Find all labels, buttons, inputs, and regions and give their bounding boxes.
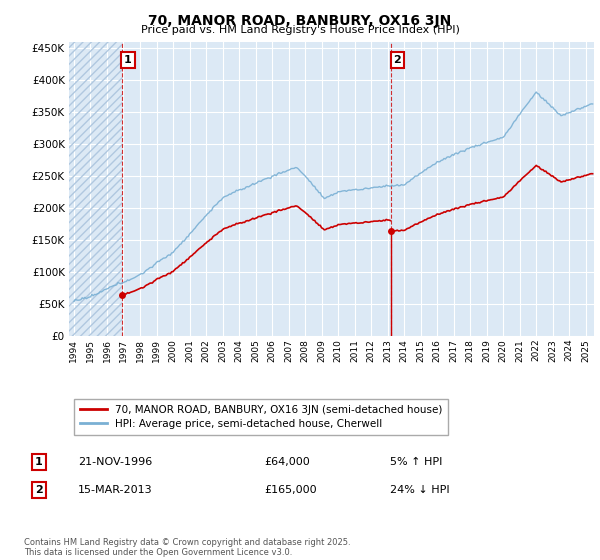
Text: 1: 1 bbox=[124, 55, 132, 65]
Text: 24% ↓ HPI: 24% ↓ HPI bbox=[390, 485, 449, 495]
Bar bbox=[69, 42, 122, 336]
Text: 21-NOV-1996: 21-NOV-1996 bbox=[78, 457, 152, 467]
Bar bbox=[69, 42, 122, 336]
Text: 1: 1 bbox=[35, 457, 43, 467]
Text: 70, MANOR ROAD, BANBURY, OX16 3JN: 70, MANOR ROAD, BANBURY, OX16 3JN bbox=[148, 14, 452, 28]
Text: 2: 2 bbox=[35, 485, 43, 495]
Text: 15-MAR-2013: 15-MAR-2013 bbox=[78, 485, 152, 495]
Text: Price paid vs. HM Land Registry's House Price Index (HPI): Price paid vs. HM Land Registry's House … bbox=[140, 25, 460, 35]
Text: 2: 2 bbox=[394, 55, 401, 65]
Text: Contains HM Land Registry data © Crown copyright and database right 2025.
This d: Contains HM Land Registry data © Crown c… bbox=[24, 538, 350, 557]
Legend: 70, MANOR ROAD, BANBURY, OX16 3JN (semi-detached house), HPI: Average price, sem: 70, MANOR ROAD, BANBURY, OX16 3JN (semi-… bbox=[74, 399, 448, 435]
Text: £64,000: £64,000 bbox=[264, 457, 310, 467]
Text: 5% ↑ HPI: 5% ↑ HPI bbox=[390, 457, 442, 467]
Text: £165,000: £165,000 bbox=[264, 485, 317, 495]
